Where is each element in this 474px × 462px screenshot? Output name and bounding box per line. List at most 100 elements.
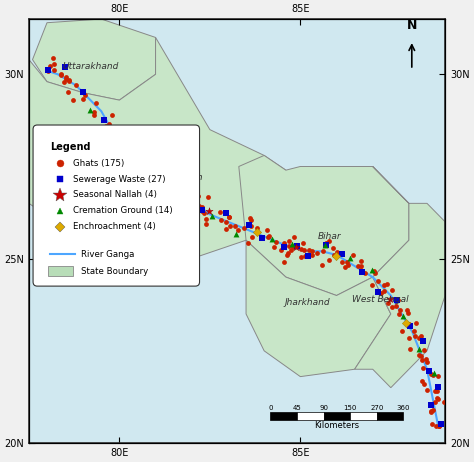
Point [195,202,202,209]
Point [406,345,414,353]
Point [51,67,58,74]
Point [265,232,273,240]
Point [280,258,288,266]
Point [181,190,189,198]
Point [357,257,365,265]
Point [287,246,295,254]
Point [272,238,280,246]
Text: River Ganga: River Ganga [81,250,134,259]
Text: 150: 150 [344,405,357,411]
Point [50,60,58,67]
Point [383,280,391,287]
Point [153,175,161,182]
Point [430,370,438,377]
Polygon shape [239,155,409,296]
Point [44,67,52,75]
Point [418,377,426,384]
Point [322,240,330,247]
Point [65,77,73,84]
Point [435,422,443,429]
Point [225,213,233,220]
Point [412,319,420,327]
Point [420,346,428,353]
Point [355,262,362,270]
Point [63,73,70,81]
Point [319,247,327,255]
Point [433,387,441,395]
Text: 360: 360 [397,405,410,411]
Point [374,288,382,296]
Point [330,252,338,259]
Point [72,81,80,89]
Point [62,75,70,83]
Point [293,243,301,250]
Point [406,322,414,329]
FancyBboxPatch shape [33,125,200,286]
Point [253,229,261,236]
Point [257,235,264,242]
Point [338,259,346,266]
Point [403,306,411,314]
Point [134,160,141,168]
Text: Sewerage Waste (27): Sewerage Waste (27) [73,175,165,183]
Point [300,240,307,247]
Point [222,209,229,217]
Point [305,252,312,260]
Point [333,253,340,260]
Point [253,224,260,231]
Point [113,132,120,139]
Point [270,243,277,250]
Polygon shape [355,166,445,388]
Point [314,249,321,257]
Point [128,155,135,162]
Point [169,190,177,198]
Point [171,188,179,195]
Point [248,217,255,224]
Point [160,183,167,190]
Point [325,256,333,263]
Point [392,302,400,310]
Point [57,71,64,79]
Point [437,421,445,428]
Point [436,422,443,429]
Point [425,367,433,375]
Point [245,239,252,247]
Point [411,333,419,340]
Text: 45: 45 [292,405,301,411]
Point [119,134,127,141]
Point [222,219,229,226]
Point [434,396,441,403]
Text: Utar Pradesh: Utar Pradesh [145,173,203,182]
Point [57,70,64,78]
Point [427,408,435,416]
Point [200,209,207,217]
Point [121,154,128,161]
Point [419,337,427,344]
Point [163,170,171,177]
Point [346,255,354,262]
Point [357,262,365,269]
Point [216,208,223,216]
Point [380,281,388,288]
Point [404,310,412,317]
Point [202,220,210,227]
Point [179,182,186,189]
Point [100,125,108,133]
Point [131,167,139,174]
Point [284,249,292,256]
Point [370,267,377,275]
Point [45,66,52,73]
Point [204,193,211,201]
Point [432,423,440,430]
Point [431,399,438,406]
Point [64,89,72,96]
Point [428,420,436,427]
Point [114,137,121,144]
Point [416,351,423,359]
Point [69,97,77,104]
Point [143,168,150,175]
Point [167,195,175,202]
Point [415,345,423,353]
Point [177,196,184,204]
Point [289,243,297,251]
